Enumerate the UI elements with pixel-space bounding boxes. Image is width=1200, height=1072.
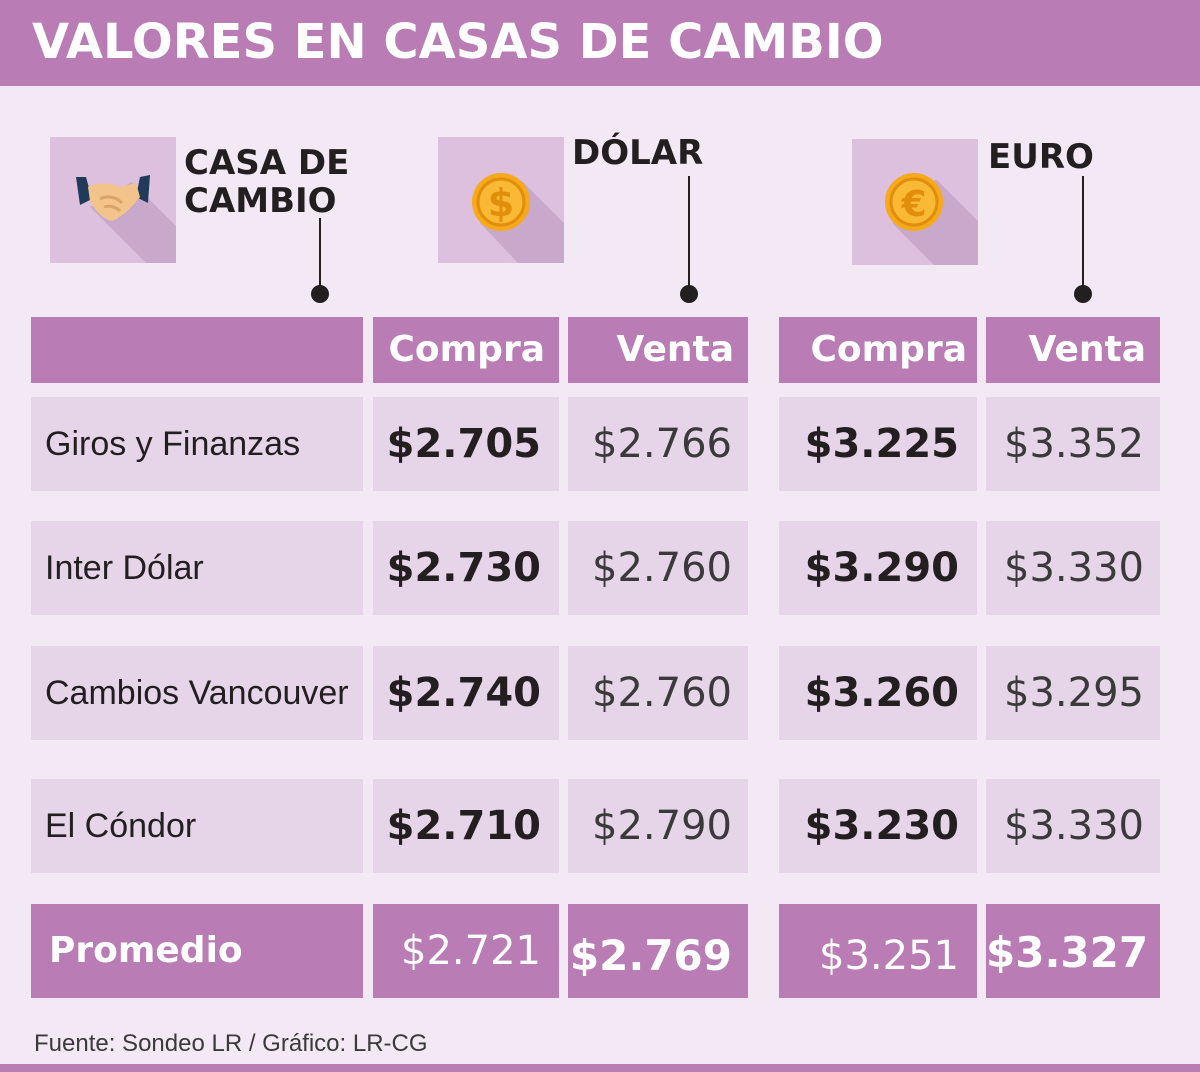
row-name: Cambios Vancouver bbox=[31, 646, 363, 740]
casa-header-line1: CASA DE bbox=[184, 143, 350, 183]
euro-icon-box: € bbox=[852, 139, 978, 265]
row-name: El Cóndor bbox=[31, 779, 363, 873]
value-euro-venta: $3.330 bbox=[986, 779, 1160, 873]
table-header-empty bbox=[31, 317, 363, 383]
euro-header: EURO bbox=[988, 137, 1094, 177]
col-header-dolar-venta: Venta bbox=[568, 317, 748, 383]
page-title: VALORES EN CASAS DE CAMBIO bbox=[32, 14, 884, 70]
value-dolar-compra: $2.710 bbox=[373, 779, 559, 873]
casa-header-line2: CAMBIO bbox=[184, 181, 337, 221]
value-euro-venta: $3.352 bbox=[986, 397, 1160, 491]
title-bar: VALORES EN CASAS DE CAMBIO bbox=[0, 0, 1200, 86]
average-dolar-compra: $2.721 bbox=[373, 904, 559, 998]
euro-connector-line bbox=[1082, 176, 1084, 288]
dolar-connector-dot bbox=[680, 285, 698, 303]
col-header-dolar-compra: Compra bbox=[373, 317, 559, 383]
col-header-euro-venta: Venta bbox=[986, 317, 1160, 383]
value-euro-venta: $3.330 bbox=[986, 521, 1160, 615]
value-dolar-venta: $2.790 bbox=[568, 779, 748, 873]
value-dolar-compra: $2.705 bbox=[373, 397, 559, 491]
average-label: Promedio bbox=[31, 904, 363, 998]
value-dolar-compra: $2.730 bbox=[373, 521, 559, 615]
row-name: Giros y Finanzas bbox=[31, 397, 363, 491]
handshake-icon bbox=[76, 175, 176, 263]
svg-text:$: $ bbox=[488, 181, 514, 225]
svg-text:€: € bbox=[900, 184, 926, 225]
average-dolar-venta: $2.769 bbox=[568, 904, 748, 998]
value-euro-compra: $3.225 bbox=[779, 397, 977, 491]
dolar-connector-line bbox=[688, 176, 690, 288]
dollar-coin-icon: $ bbox=[472, 173, 564, 263]
average-euro-compra: $3.251 bbox=[779, 904, 977, 998]
euro-connector-dot bbox=[1074, 285, 1092, 303]
dolar-header: DÓLAR bbox=[572, 133, 704, 173]
euro-coin-icon: € bbox=[885, 173, 978, 265]
casa-icon-box bbox=[50, 137, 176, 263]
casa-header: CASA DE CAMBIO bbox=[184, 144, 349, 220]
value-euro-compra: $3.260 bbox=[779, 646, 977, 740]
value-euro-compra: $3.230 bbox=[779, 779, 977, 873]
value-dolar-venta: $2.760 bbox=[568, 646, 748, 740]
casa-connector-line bbox=[319, 218, 321, 288]
average-euro-venta: $3.327 bbox=[986, 904, 1160, 998]
source-note: Fuente: Sondeo LR / Gráfico: LR-CG bbox=[34, 1030, 428, 1057]
value-dolar-venta: $2.760 bbox=[568, 521, 748, 615]
casa-connector-dot bbox=[311, 285, 329, 303]
col-header-euro-compra: Compra bbox=[779, 317, 977, 383]
row-name: Inter Dólar bbox=[31, 521, 363, 615]
bottom-bar bbox=[0, 1064, 1200, 1072]
value-euro-compra: $3.290 bbox=[779, 521, 977, 615]
value-euro-venta: $3.295 bbox=[986, 646, 1160, 740]
dolar-icon-box: $ bbox=[438, 137, 564, 263]
value-dolar-venta: $2.766 bbox=[568, 397, 748, 491]
value-dolar-compra: $2.740 bbox=[373, 646, 559, 740]
